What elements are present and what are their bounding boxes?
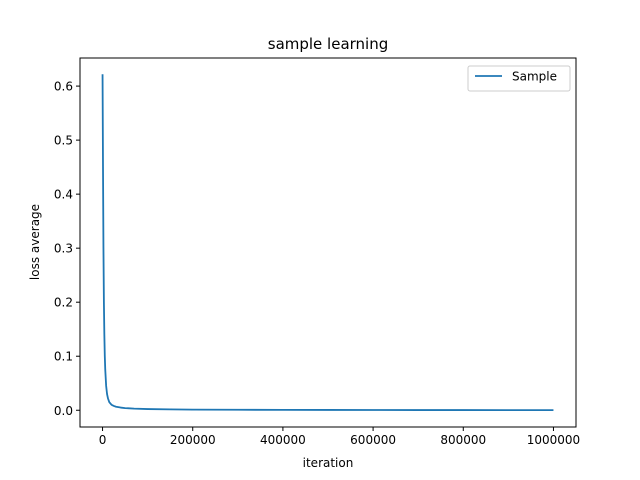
x-tick-label: 800000	[440, 433, 486, 447]
series-line-sample	[101, 74, 554, 411]
x-tick-label: 200000	[170, 433, 216, 447]
y-tick-label: 0.3	[54, 242, 73, 256]
chart-title: sample learning	[268, 35, 389, 53]
legend: Sample	[467, 65, 571, 92]
plot-area-frame	[79, 57, 577, 428]
x-tick-label: 0	[99, 433, 107, 447]
x-tick-label: 400000	[260, 433, 306, 447]
x-tick-label: 600000	[350, 433, 396, 447]
y-tick-label: 0.4	[54, 188, 73, 202]
x-tick-label: 1000000	[527, 433, 580, 447]
x-axis-ticks: 0 200000 400000 600000 800000 1000000	[99, 427, 580, 447]
y-axis-label: loss average	[28, 204, 42, 280]
legend-box	[467, 65, 571, 92]
y-tick-label: 0.5	[54, 134, 73, 148]
x-axis-label: iteration	[303, 456, 354, 470]
y-tick-label: 0.6	[54, 80, 73, 94]
legend-label-sample: Sample	[512, 70, 557, 84]
y-tick-label: 0.0	[54, 404, 73, 418]
y-tick-label: 0.1	[54, 350, 73, 364]
y-axis-ticks: 0.0 0.1 0.2 0.3 0.4 0.5 0.6	[54, 80, 80, 418]
y-tick-label: 0.2	[54, 296, 73, 310]
series-layer	[101, 74, 554, 411]
